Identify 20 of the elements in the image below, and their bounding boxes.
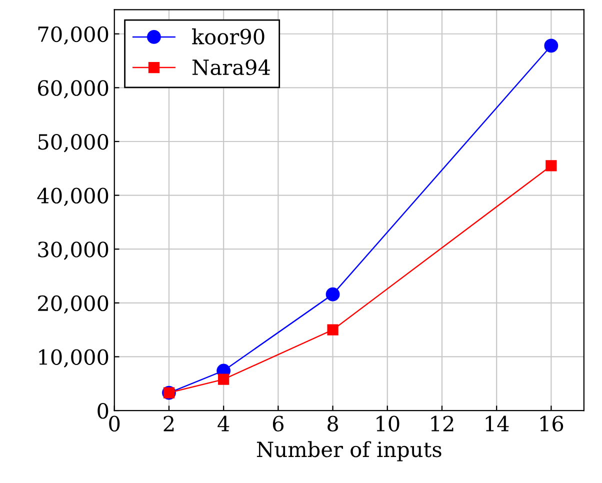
y-tick-label: 40,000: [37, 188, 108, 206]
legend-label: Nara94: [192, 59, 270, 76]
x-tick-label: 4: [218, 416, 230, 432]
x-tick-label: 2: [164, 416, 174, 432]
x-tick-label: 12: [431, 416, 454, 432]
x-tick-label: 0: [109, 416, 120, 432]
legend-label: koor90: [192, 28, 264, 45]
x-tick-label: 8: [328, 416, 338, 432]
x-tick-label: 10: [376, 416, 400, 432]
x-tick-label: 6: [272, 416, 284, 432]
x-tick-label: 16: [540, 416, 564, 432]
y-tick-label: 60,000: [38, 80, 108, 98]
y-tick-label: 70,000: [38, 26, 108, 45]
y-tick-label: 20,000: [38, 295, 108, 314]
y-tick-label: 30,000: [38, 242, 108, 260]
y-tick-label: 0: [98, 403, 108, 419]
x-axis-title: Number of inputs: [256, 441, 442, 462]
y-tick-label: 10,000: [39, 349, 108, 368]
x-tick-label: 14: [486, 416, 509, 432]
y-tick-label: 50,000: [38, 134, 108, 152]
